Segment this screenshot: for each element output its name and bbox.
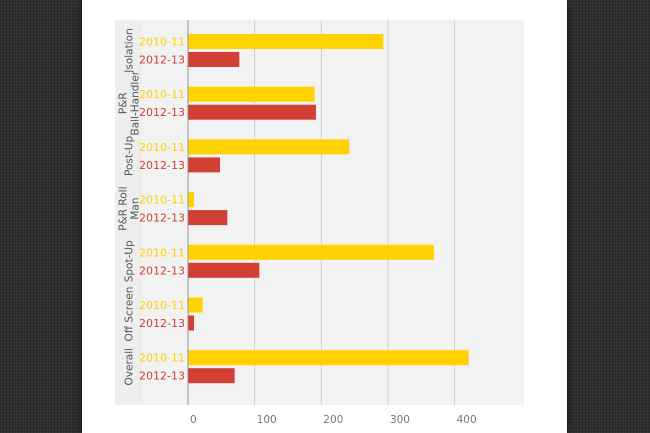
x-tick-label: 400 [457, 414, 477, 426]
category-label-line: Post-Up [124, 136, 136, 176]
category-label-line: Spot-Up [124, 240, 136, 282]
category-label: Off Screen [124, 287, 136, 342]
series-label: 2010-11 [139, 352, 185, 365]
bar-2012-13 [188, 262, 260, 278]
series-label: 2012-13 [139, 159, 185, 172]
series-label: 2012-13 [139, 212, 185, 225]
chart-paper: 0 100 200 300 400 Isolation 2010-11 2012-13 P&RB… [82, 0, 567, 433]
bar-2010-11 [188, 297, 203, 313]
category-label-line: P&R Roll [118, 186, 130, 230]
x-tick-label: 100 [257, 414, 277, 426]
bar-2012-13 [188, 157, 220, 173]
category-label-line: Overall [124, 348, 136, 386]
series-label: 2012-13 [139, 54, 185, 67]
bar-2010-11 [188, 244, 434, 260]
x-tick-label: 300 [390, 414, 410, 426]
bar-2012-13 [188, 104, 316, 120]
category-label-band [115, 20, 142, 405]
category-label: Overall [124, 348, 136, 386]
series-label: 2010-11 [139, 246, 185, 259]
category-label: Isolation [124, 28, 136, 72]
category-label-line: Man [130, 198, 142, 220]
series-label: 2010-11 [139, 141, 185, 154]
series-label: 2012-13 [139, 317, 185, 330]
series-label: 2012-13 [139, 106, 185, 119]
category-label-line: Isolation [124, 28, 136, 72]
category-label: Spot-Up [124, 240, 136, 282]
series-label: 2012-13 [139, 264, 185, 277]
bar-2010-11 [188, 139, 350, 155]
category-label: Post-Up [124, 136, 136, 176]
series-label: 2010-11 [139, 88, 185, 101]
category-label-line: P&R [118, 92, 130, 114]
series-label: 2010-11 [139, 36, 185, 49]
x-tick-label: 200 [323, 414, 343, 426]
bar-2010-11 [188, 350, 469, 366]
category-label-line: Ball-Handler [130, 70, 142, 135]
bar-2010-11 [188, 34, 384, 49]
bar-2012-13 [188, 210, 228, 226]
series-label: 2010-11 [139, 194, 185, 207]
bar-2012-13 [188, 52, 240, 67]
x-tick-label: 0 [190, 414, 197, 426]
bar-2012-13 [188, 368, 235, 384]
category-label-line: Off Screen [124, 287, 136, 342]
category-label: P&RBall-Handler [118, 70, 142, 135]
bar-2010-11 [188, 192, 194, 208]
category-label: P&R RollMan [118, 186, 142, 230]
series-label: 2010-11 [139, 299, 185, 312]
series-label: 2012-13 [139, 370, 185, 383]
bar-2012-13 [188, 315, 194, 331]
bar-2010-11 [188, 86, 315, 102]
